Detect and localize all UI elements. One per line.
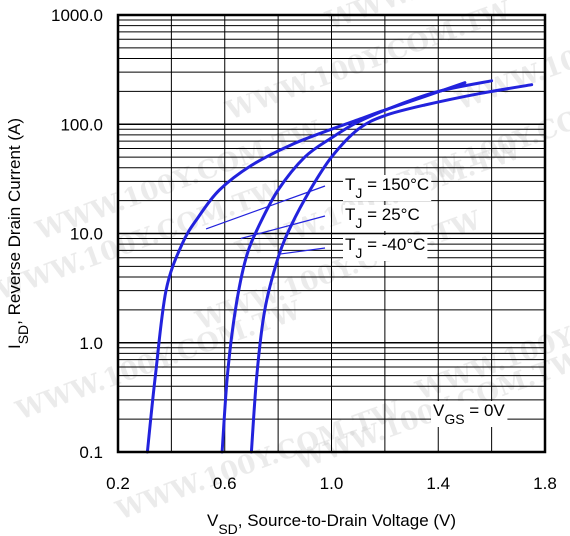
series-line-minus40c (249, 83, 534, 454)
series-layer (145, 79, 534, 454)
y-tick-labels: 0.1 1.0 10.0 100.0 1000.0 (51, 6, 103, 462)
x-tick-label: 0.6 (213, 474, 237, 493)
x-tick-label: 1.4 (426, 474, 450, 493)
vgs-bg (431, 401, 508, 427)
leader-line-150c (205, 185, 326, 230)
y-tick-label: 0.1 (79, 443, 103, 462)
y-tick-label: 1.0 (79, 334, 103, 353)
x-tick-labels: 0.2 0.6 1.0 1.4 1.8 (106, 474, 557, 493)
legend-label-minus40c: TJ = -40°C (345, 235, 425, 261)
y-tick-label: 10.0 (70, 225, 103, 244)
x-tick-label: 1.0 (320, 474, 344, 493)
annotation-leaders (205, 185, 326, 255)
leader-line-minus40c (280, 247, 326, 255)
watermark-text: WWW.100Y.COM.TW (111, 395, 406, 527)
y-tick-label: 100.0 (60, 115, 103, 134)
legend-bg-m40 (343, 235, 428, 261)
legend-label-150c: TJ = 150°C (345, 175, 429, 201)
vgs-condition-label: VGS = 0V (433, 401, 505, 427)
plot-frame (116, 13, 547, 454)
legend-bg-25 (343, 205, 422, 231)
leader-line-25c (240, 215, 326, 240)
x-tick-label: 0.2 (106, 474, 130, 493)
y-tick-label: 1000.0 (51, 6, 103, 25)
y-axis-label: ISD, Reverse Drain Current (A) (5, 118, 31, 349)
legend-label-25c: TJ = 25°C (345, 205, 420, 231)
legend-bg-150 (343, 175, 432, 201)
watermark-text: WWW.100Y.COM.TW (11, 295, 306, 427)
x-tick-label: 1.8 (533, 474, 557, 493)
series-line-25c (220, 79, 494, 454)
x-axis-label: VSD, Source-to-Drain Voltage (V) (207, 511, 456, 536)
